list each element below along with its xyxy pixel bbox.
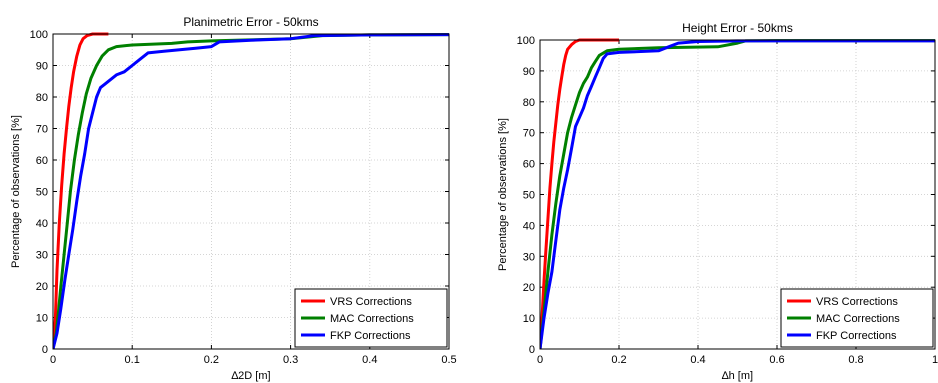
x-tick-label: 0.3 [283, 354, 298, 366]
y-tick-label: 0 [529, 344, 535, 356]
y-tick-label: 10 [36, 313, 48, 325]
series-line-vrs-corrections [53, 32, 109, 349]
x-tick-label: 0.1 [125, 354, 140, 366]
series-line-mac-corrections [540, 39, 935, 349]
chart-title: Planimetric Error - 50kms [183, 15, 318, 29]
x-tick-label: 1 [932, 354, 938, 366]
y-tick-label: 30 [36, 250, 48, 262]
y-tick-label: 80 [523, 97, 535, 109]
legend: VRS Corrections MAC Corrections FKP Correc… [780, 288, 934, 348]
plot-frame [539, 39, 936, 350]
plot-frame [52, 33, 450, 350]
x-tick-label: 0.8 [848, 354, 863, 366]
series-line-fkp-corrections [53, 33, 449, 349]
legend-label: MAC Corrections [330, 313, 414, 325]
x-tick-label: 0.4 [362, 354, 377, 366]
y-tick-label: 90 [36, 61, 48, 73]
x-tick-label: 0.6 [769, 354, 784, 366]
x-tick-label: 0.5 [441, 354, 456, 366]
y-tick-label: 50 [36, 187, 48, 199]
legend-label: VRS Corrections [816, 296, 898, 308]
y-axis-label: Percentage of observations [%] [10, 115, 22, 268]
legend-label: VRS Corrections [330, 296, 412, 308]
y-tick-label: 50 [523, 190, 535, 202]
y-tick-label: 70 [523, 128, 535, 140]
legend-label: FKP Corrections [330, 330, 411, 342]
y-tick-label: 20 [36, 281, 48, 293]
x-tick-label: 0.4 [690, 354, 705, 366]
legend-label: MAC Corrections [816, 313, 900, 325]
chart-panel-2: 0 0.2 0.4 0.6 0.8 10102030405060708090100Heig… [497, 21, 938, 382]
legend: VRS Corrections MAC Corrections FKP Correc… [294, 288, 448, 348]
series-line-fkp-corrections [540, 39, 935, 349]
y-tick-label: 20 [523, 282, 535, 294]
y-tick-label: 100 [30, 29, 48, 41]
y-tick-label: 60 [523, 159, 535, 171]
y-tick-label: 0 [42, 344, 48, 356]
y-axis-label: Percentage of observations [%] [497, 118, 509, 271]
y-tick-label: 10 [523, 313, 535, 325]
y-tick-label: 30 [523, 251, 535, 263]
x-tick-label: 0.2 [611, 354, 626, 366]
series-line-vrs-corrections [540, 38, 619, 349]
y-tick-label: 40 [36, 218, 48, 230]
x-tick-label: 0.2 [204, 354, 219, 366]
x-tick-label: 0 [537, 354, 543, 366]
x-tick-label: 0 [50, 354, 56, 366]
y-tick-label: 80 [36, 92, 48, 104]
y-tick-label: 90 [523, 66, 535, 78]
y-tick-label: 60 [36, 155, 48, 167]
y-tick-label: 40 [523, 220, 535, 232]
legend-label: FKP Corrections [816, 330, 897, 342]
chart-panel-1: 0 0.1 0.2 0.3 0.4 0.5 0 10 20 30 40 50 60 70 80 90 100 Pl… [10, 15, 457, 382]
y-tick-label: 100 [517, 35, 535, 47]
x-axis-label: ∆2D [m] [231, 370, 270, 382]
y-tick-label: 70 [36, 124, 48, 136]
x-axis-label: ∆h [m] [722, 370, 753, 382]
chart-title: Height Error - 50kms [682, 21, 793, 35]
